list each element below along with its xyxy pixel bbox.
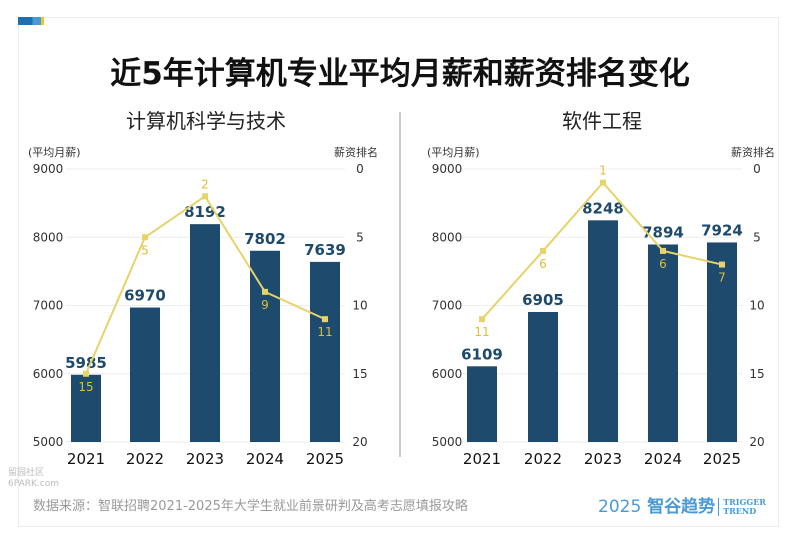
left-axis-label: (平均月薪)	[427, 146, 480, 159]
divider	[399, 112, 401, 457]
salary-label: 7924	[701, 221, 743, 239]
left-tick-label: 9000	[432, 162, 463, 176]
right-tick-label: 10	[749, 299, 764, 313]
x-tick-label: 2024	[246, 450, 284, 468]
right-tick-label: 15	[749, 367, 764, 381]
salary-bar	[250, 250, 280, 442]
salary-label: 7639	[304, 241, 346, 259]
watermark: 留园社区 6PARK.com	[8, 468, 59, 489]
rank-marker	[600, 179, 606, 186]
left-tick-label: 6000	[432, 367, 463, 381]
salary-bar	[467, 366, 497, 442]
salary-bar	[528, 311, 558, 442]
x-tick-label: 2025	[703, 450, 741, 468]
salary-label: 6970	[124, 287, 166, 305]
salary-bar	[588, 220, 618, 442]
x-tick-label: 2023	[186, 450, 224, 468]
right-tick-label: 15	[352, 367, 367, 381]
salary-bar	[190, 224, 220, 442]
rank-marker	[479, 316, 485, 323]
left-tick-label: 5000	[33, 435, 64, 449]
rank-label: 5	[141, 243, 149, 257]
x-tick-label: 2022	[126, 450, 164, 468]
x-tick-label: 2024	[644, 450, 682, 468]
right-axis-label: 薪资排名	[334, 145, 378, 159]
x-tick-label: 2022	[524, 450, 562, 468]
rank-label: 11	[317, 325, 332, 339]
rank-marker	[142, 234, 148, 241]
salary-label: 7802	[244, 230, 286, 248]
salary-bar	[707, 242, 737, 442]
rank-marker	[660, 247, 666, 254]
rank-label: 11	[474, 325, 489, 339]
x-tick-label: 2021	[67, 450, 105, 468]
rank-label: 6	[659, 257, 667, 271]
rank-label: 7	[718, 271, 726, 285]
left-axis-label: (平均月薪)	[28, 146, 81, 159]
x-tick-label: 2021	[463, 450, 501, 468]
salary-label: 8248	[582, 199, 624, 217]
right-tick-label: 5	[753, 230, 761, 244]
left-tick-label: 7000	[33, 299, 64, 313]
rank-marker	[719, 261, 725, 268]
salary-bar	[310, 261, 340, 442]
x-tick-label: 2025	[306, 450, 344, 468]
salary-bar	[648, 244, 678, 442]
corner-tab-decoration	[18, 17, 44, 25]
salary-label: 6905	[522, 291, 564, 309]
rank-label: 15	[78, 380, 93, 394]
salary-label: 7894	[642, 223, 684, 241]
left-tick-label: 8000	[432, 230, 463, 244]
salary-bar	[71, 374, 101, 442]
rank-marker	[322, 316, 328, 323]
rank-label: 2	[201, 177, 209, 191]
rank-marker	[262, 288, 268, 295]
rank-marker	[540, 247, 546, 254]
x-tick-label: 2023	[584, 450, 622, 468]
left-tick-label: 8000	[33, 230, 64, 244]
chart-title-cs: 计算机科学与技术	[126, 109, 286, 133]
right-axis-label: 薪资排名	[731, 145, 775, 159]
page-title: 近5年计算机专业平均月薪和薪资排名变化	[110, 56, 690, 92]
right-tick-label: 5	[356, 230, 364, 244]
source-note: 数据来源：智联招聘2021-2025年大学生就业前景研判及高考志愿填报攻略	[33, 499, 468, 514]
rank-label: 1	[599, 164, 607, 178]
salary-label: 8192	[184, 203, 226, 221]
rank-marker	[202, 193, 208, 200]
right-tick-label: 0	[356, 162, 364, 176]
rank-marker	[83, 370, 89, 377]
right-tick-label: 10	[352, 299, 367, 313]
chart-title-se: 软件工程	[562, 109, 642, 133]
salary-label: 6109	[461, 345, 503, 363]
right-tick-label: 0	[753, 162, 761, 176]
left-tick-label: 7000	[432, 299, 463, 313]
rank-label: 9	[261, 298, 269, 312]
salary-bar	[130, 307, 160, 442]
rank-label: 6	[539, 257, 547, 271]
left-tick-label: 6000	[33, 367, 64, 381]
salary-label: 5985	[65, 354, 107, 372]
right-tick-label: 20	[352, 435, 367, 449]
left-tick-label: 9000	[33, 162, 64, 176]
left-tick-label: 5000	[432, 435, 463, 449]
right-tick-label: 20	[749, 435, 764, 449]
brand-logo: 2025 智谷趋势 TRIGGER TREND	[598, 497, 766, 517]
